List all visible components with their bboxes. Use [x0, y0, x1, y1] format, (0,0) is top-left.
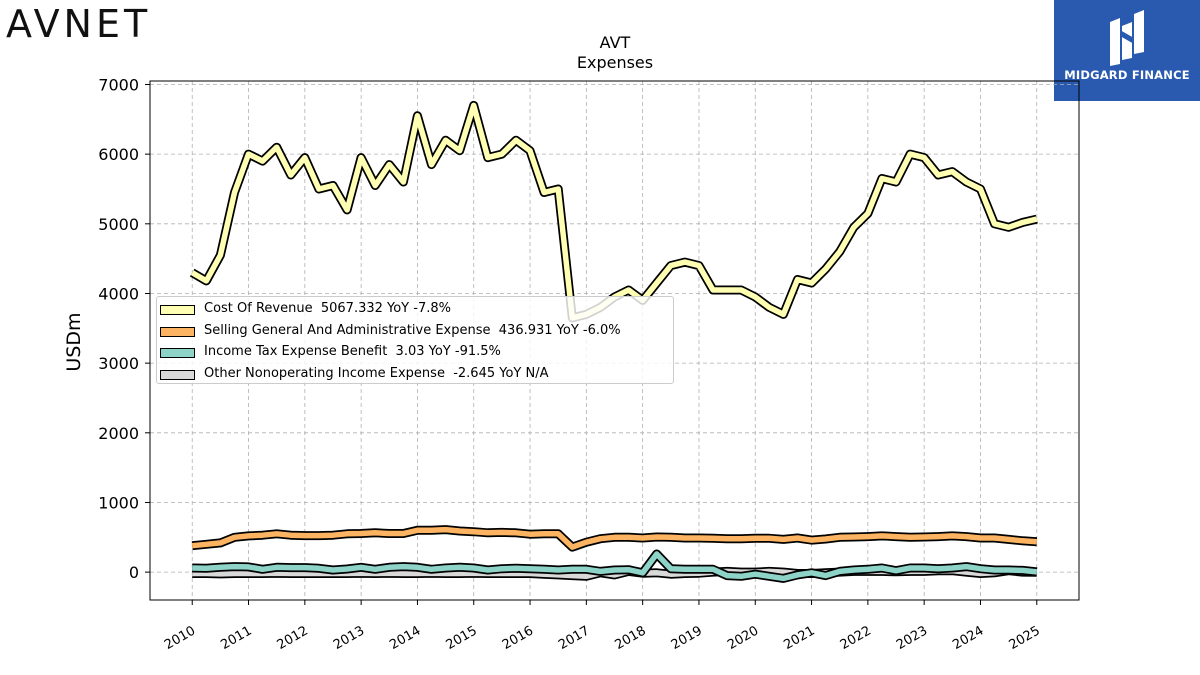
x-tick-label: 2013: [331, 623, 367, 653]
x-tick-label: 2015: [444, 623, 480, 653]
series-income-tax-expense-benefit-line: [192, 551, 1038, 582]
legend-label-sga-expense: Selling General And Administrative Expen…: [204, 322, 621, 338]
x-tick-label: 2010: [162, 623, 198, 653]
x-tick-label: 2021: [781, 623, 817, 653]
legend-item-cost-of-revenue: Cost Of Revenue 5067.332 YoY -7.8%: [157, 300, 673, 322]
y-axis-label: USDm: [63, 312, 85, 371]
y-tick-label: 3000: [98, 354, 139, 373]
legend-item-income-tax: Income Tax Expense Benefit 3.03 YoY -91.…: [157, 343, 673, 365]
legend-label-income-tax: Income Tax Expense Benefit 3.03 YoY -91.…: [204, 344, 501, 359]
legend-label-cost-of-revenue: Cost Of Revenue 5067.332 YoY -7.8%: [204, 301, 451, 316]
legend-label-other-nonoperating: Other Nonoperating Income Expense -2.645…: [204, 365, 549, 381]
y-axis-ticks: 0 1000 2000 3000 4000 5000 6000 7000: [98, 75, 150, 582]
y-tick-label: 6000: [98, 145, 139, 164]
x-tick-label: 2018: [612, 623, 648, 653]
chart-legend: Cost Of Revenue 5067.332 YoY -7.8% Selli…: [156, 296, 674, 384]
y-tick-label: 1000: [98, 493, 139, 512]
x-tick-label: 2016: [500, 623, 536, 653]
legend-item-other-nonoperating: Other Nonoperating Income Expense -2.645…: [157, 365, 673, 387]
x-axis-ticks: 2010 2011 2012 2013 2014 2015 2016 2017 2018 2019…: [162, 600, 1043, 653]
legend-swatch-sga-expense: [160, 326, 195, 337]
x-tick-label: 2020: [725, 623, 761, 653]
legend-swatch-income-tax: [160, 348, 195, 358]
legend-swatch-other-nonoperating: [160, 369, 195, 380]
chart-subtitle: Expenses: [577, 53, 653, 72]
x-tick-label: 2025: [1007, 623, 1043, 653]
x-tick-label: 2022: [838, 623, 874, 653]
y-tick-label: 4000: [98, 284, 139, 303]
midgard-finance-logo-text: MIDGARD FINANCE: [1064, 68, 1190, 82]
avnet-logo: AVNET: [6, 2, 152, 46]
chart-title: AVT: [600, 33, 631, 52]
legend-swatch-cost-of-revenue: [160, 305, 195, 315]
x-tick-label: 2012: [275, 623, 311, 653]
y-tick-label: 2000: [98, 424, 139, 443]
midgard-finance-logo: MIDGARD FINANCE: [1054, 0, 1200, 101]
series-selling-general-and-administrative-expense-line: [191, 526, 1037, 550]
series-cost-of-revenue-outline: [189, 100, 1038, 323]
plot-frame: [149, 80, 1080, 601]
x-tick-label: 2023: [894, 623, 930, 653]
x-tick-label: 2014: [387, 623, 423, 653]
y-tick-label: 7000: [98, 75, 139, 94]
x-tick-label: 2011: [218, 623, 254, 653]
x-tick-label: 2017: [556, 623, 592, 653]
y-tick-label: 0: [129, 563, 139, 582]
x-tick-label: 2019: [669, 623, 705, 653]
midgard-emblem-icon: [1110, 10, 1144, 66]
legend-item-sga-expense: Selling General And Administrative Expen…: [157, 322, 673, 344]
series-cost-of-revenue-line: [190, 102, 1038, 321]
y-tick-label: 5000: [98, 215, 139, 234]
x-tick-label: 2024: [950, 623, 986, 653]
